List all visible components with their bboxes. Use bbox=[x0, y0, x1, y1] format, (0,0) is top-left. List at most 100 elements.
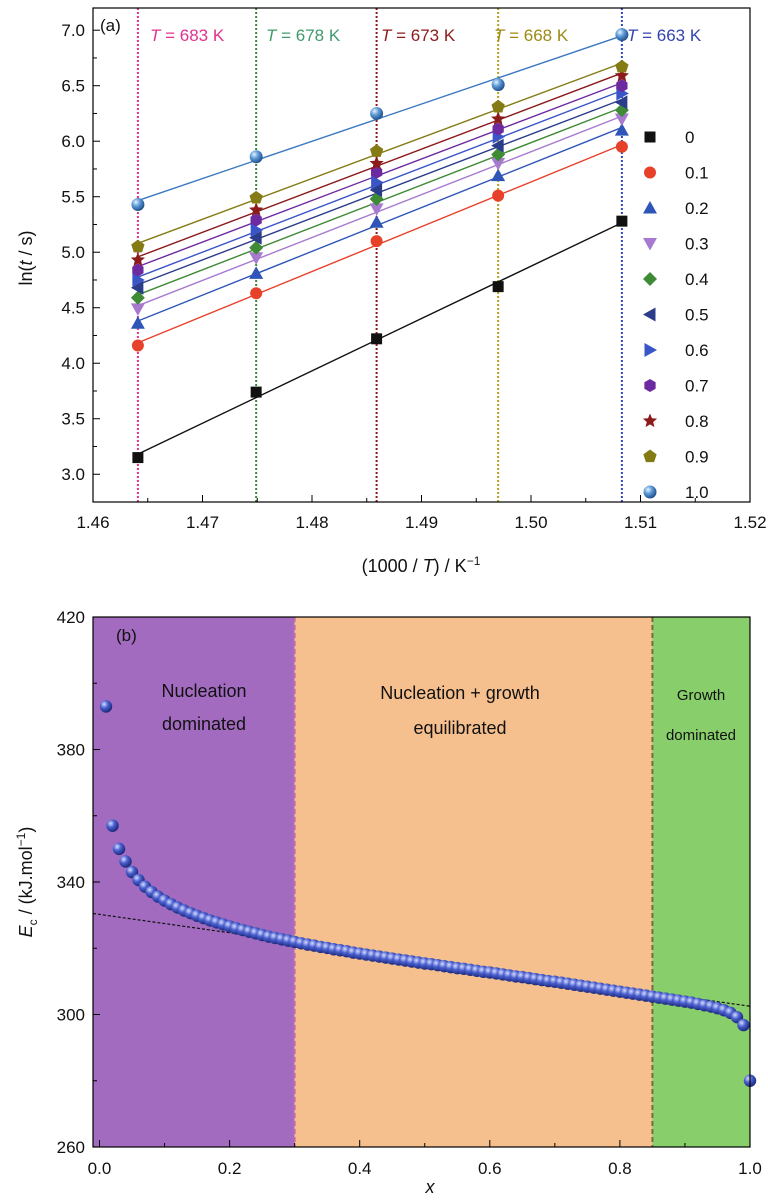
legend-marker bbox=[643, 449, 657, 463]
legend-marker bbox=[643, 272, 657, 286]
y-tick-label: 380 bbox=[57, 741, 85, 760]
region-label: dominated bbox=[162, 714, 246, 734]
data-point bbox=[249, 190, 263, 204]
data-point bbox=[130, 303, 145, 316]
legend-label: 1.0 bbox=[685, 483, 709, 502]
x-axis: 1.46 1.47 1.48 1.49 1.50 1.51 1.52 bbox=[76, 495, 767, 532]
data-point bbox=[369, 155, 384, 170]
data-point bbox=[371, 175, 384, 190]
y-tick-label: 340 bbox=[57, 873, 85, 892]
data-point bbox=[615, 140, 628, 153]
data-point bbox=[614, 68, 630, 82]
data-point bbox=[249, 202, 264, 217]
data-point bbox=[250, 213, 262, 227]
data-point bbox=[249, 230, 262, 245]
data-point bbox=[492, 281, 504, 293]
region-band bbox=[294, 617, 653, 1147]
region-labels: Nucleation dominated Nucleation + growth eq… bbox=[161, 681, 736, 744]
x-tick-label: 1.51 bbox=[624, 513, 657, 532]
data-point bbox=[616, 215, 628, 227]
data-point bbox=[130, 252, 146, 267]
temperature-labels: T = 683 K T = 678 K T = 673 K T = 668 K T = … bbox=[150, 26, 702, 45]
data-points bbox=[130, 28, 630, 464]
y-tick-label: 5.0 bbox=[61, 243, 85, 262]
data-point bbox=[250, 223, 264, 238]
data-point bbox=[615, 28, 629, 42]
data-point bbox=[369, 203, 384, 216]
data-point bbox=[370, 106, 384, 120]
legend-marker bbox=[644, 131, 656, 143]
data-point bbox=[737, 1018, 750, 1032]
data-point bbox=[369, 144, 384, 157]
data-point bbox=[250, 386, 262, 398]
region-band bbox=[93, 617, 295, 1147]
x-tick-label: 0.4 bbox=[348, 1159, 372, 1178]
y-tick-label: 300 bbox=[57, 1006, 85, 1025]
x-tick-label: 0.2 bbox=[218, 1159, 242, 1178]
legend-label: 0.4 bbox=[685, 270, 709, 289]
data-point bbox=[249, 266, 264, 279]
data-point bbox=[491, 168, 506, 182]
x-tick-label: 0.6 bbox=[478, 1159, 502, 1178]
data-point bbox=[616, 79, 628, 93]
legend: 0 0.1 0.2 0.3 0.4 0.5 0.6 0.7 0.8 0.9 1.0 bbox=[642, 128, 709, 502]
x-tick-label: 1.46 bbox=[76, 513, 109, 532]
data-point bbox=[491, 111, 506, 126]
temperature-label: T = 683 K bbox=[150, 26, 225, 45]
x-axis-title: x bbox=[425, 1177, 436, 1197]
data-point bbox=[369, 183, 383, 198]
data-point bbox=[112, 842, 126, 856]
data-point bbox=[131, 339, 144, 352]
data-point bbox=[491, 99, 505, 113]
legend-marker bbox=[644, 166, 656, 179]
data-point bbox=[370, 235, 383, 248]
legend-marker bbox=[642, 413, 658, 428]
legend-marker bbox=[643, 307, 656, 322]
data-point bbox=[492, 122, 504, 136]
region-label: Nucleation + growth bbox=[380, 683, 540, 703]
data-point bbox=[132, 272, 145, 287]
data-point bbox=[130, 280, 144, 295]
x-tick-label: 1.0 bbox=[738, 1159, 762, 1178]
x-tick-label: 1.49 bbox=[405, 513, 438, 532]
region-label: Nucleation bbox=[161, 681, 246, 701]
x-axis-title: (1000 / T) / K−1 bbox=[362, 554, 481, 576]
x-tick-label: 1.50 bbox=[514, 513, 547, 532]
legend-marker bbox=[643, 485, 657, 499]
x-tick-label: 0.8 bbox=[608, 1159, 632, 1178]
panel-a: 1.46 1.47 1.48 1.49 1.50 1.51 1.52 3.0 3.5 4.0 4.… bbox=[16, 7, 767, 576]
data-point bbox=[491, 138, 504, 153]
fit-line bbox=[137, 115, 623, 307]
data-point bbox=[99, 700, 113, 713]
data-point bbox=[119, 855, 132, 868]
region-label: dominated bbox=[666, 727, 736, 744]
y-axis: 260 300 340 380 420 bbox=[57, 608, 100, 1157]
x-tick-label: 1.47 bbox=[186, 513, 219, 532]
x-axis: 0.0 0.2 0.4 0.6 0.8 1.0 bbox=[88, 1140, 762, 1178]
y-axis-title: ln(t / s) bbox=[16, 230, 36, 285]
temperature-label: T = 673 K bbox=[381, 26, 456, 45]
data-point bbox=[132, 263, 144, 277]
data-point bbox=[614, 113, 629, 127]
panel-label: (b) bbox=[116, 626, 137, 645]
legend-label: 0.6 bbox=[685, 341, 709, 360]
data-point bbox=[131, 197, 145, 211]
x-tick-label: 1.48 bbox=[295, 513, 328, 532]
region-label: equilibrated bbox=[413, 718, 506, 738]
legend-label: 0 bbox=[685, 128, 694, 147]
x-tick-label: 1.52 bbox=[733, 513, 766, 532]
regions bbox=[93, 617, 750, 1147]
x-tick-label: 0.0 bbox=[88, 1159, 112, 1178]
data-point bbox=[131, 239, 145, 253]
y-tick-label: 4.5 bbox=[61, 299, 85, 318]
legend-label: 0.8 bbox=[685, 412, 709, 431]
y-tick-label: 260 bbox=[57, 1138, 85, 1157]
y-tick-label: 6.0 bbox=[61, 132, 85, 151]
panel-label: (a) bbox=[100, 16, 121, 35]
data-point bbox=[250, 287, 263, 300]
temperature-lines bbox=[136, 8, 623, 502]
legend-marker bbox=[644, 343, 657, 357]
panel-b: 0.0 0.2 0.4 0.6 0.8 1.0 260 300 340 380 420 Nucle… bbox=[14, 608, 762, 1197]
data-point bbox=[249, 240, 264, 255]
legend-label: 0.5 bbox=[685, 306, 709, 325]
